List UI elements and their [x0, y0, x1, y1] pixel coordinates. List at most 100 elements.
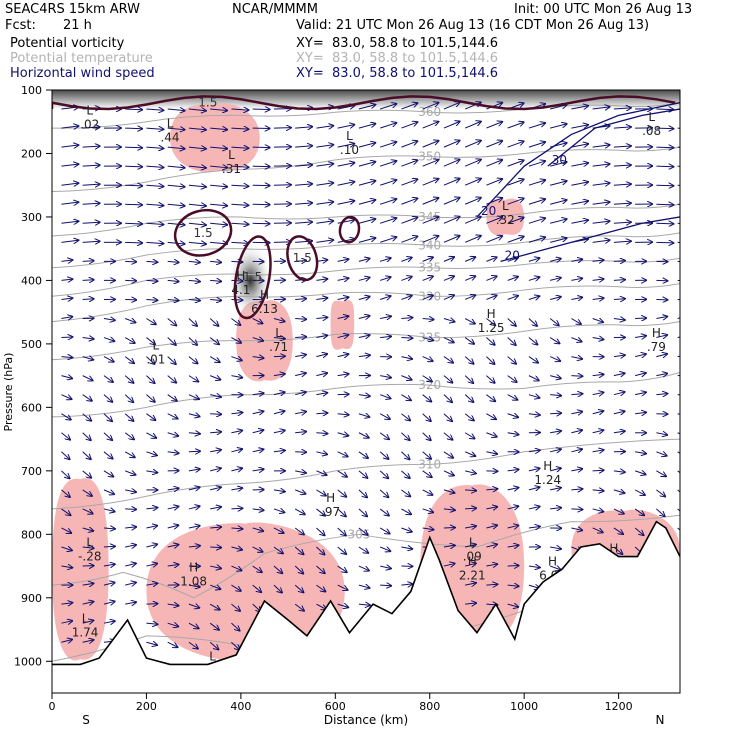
wind-vector [210, 128, 227, 130]
wind-vector [358, 508, 367, 516]
wind-vector [316, 164, 333, 166]
wind-vector [528, 356, 538, 363]
wind-vector [167, 623, 179, 626]
theta-contour-label: 360 [418, 105, 441, 119]
theta-contour-label: 335 [418, 261, 441, 275]
wind-vector [295, 412, 306, 414]
wind-vector [295, 127, 312, 128]
wind-vector [146, 299, 157, 300]
wind-vector [571, 201, 588, 204]
wind-vector [125, 185, 142, 186]
wind-vector [613, 261, 625, 262]
wind-vector [443, 141, 460, 148]
wind-vector [443, 356, 453, 363]
wind-vector [273, 450, 285, 451]
wind-vector [167, 166, 185, 168]
wind-vector [486, 160, 502, 167]
wind-vector [82, 241, 100, 242]
wind-vector [550, 200, 566, 205]
wind-vector [443, 217, 460, 224]
wind-vector [422, 394, 432, 402]
wind-vector [316, 565, 324, 573]
wind-vector [188, 147, 206, 149]
y-tick-label: 200 [21, 147, 42, 160]
wind-vector [103, 451, 113, 459]
wind-vector [401, 470, 409, 478]
wind-speed-contour [476, 102, 680, 218]
wind-vector [337, 335, 349, 338]
wind-vector [167, 525, 179, 528]
wind-vector [401, 179, 417, 186]
theta-contour-label: 325 [418, 331, 441, 345]
wind-vector [209, 603, 220, 610]
wind-vector [443, 470, 454, 476]
pv-contour-layer: 1.5 1.5 1.5 1.5 [52, 95, 676, 320]
wind-vector [465, 583, 476, 585]
wind-vector [61, 260, 72, 261]
wind-vector [295, 355, 306, 357]
wind-vector [82, 432, 91, 440]
theta-contour-label: 310 [418, 457, 441, 471]
wind-vector [550, 259, 561, 262]
wind-vector [507, 122, 524, 129]
wind-vector [82, 528, 94, 531]
wind-vector [146, 623, 157, 624]
wind-vector [61, 527, 71, 533]
wind-vector [613, 222, 631, 223]
wind-vector [507, 179, 524, 186]
wind-vector [316, 317, 327, 318]
wind-vector [231, 584, 240, 591]
wind-vector [443, 545, 455, 547]
wind-vector [401, 547, 412, 549]
plot-frame [51, 89, 681, 694]
wind-vector [656, 470, 666, 476]
wind-vector [316, 183, 333, 185]
theta-contour [52, 102, 680, 129]
wind-vector [358, 335, 370, 337]
wind-vector [613, 508, 624, 514]
terrain-fill [52, 521, 680, 693]
wind-vector [61, 279, 72, 280]
wind-vector [465, 471, 476, 474]
wind-vector [358, 143, 375, 148]
field-xy-wind: XY= 83.0, 58.8 to 101.5,144.6 [296, 66, 499, 81]
wind-vector [401, 508, 411, 514]
wind-vector [486, 584, 497, 585]
wind-vector [592, 392, 604, 394]
wind-vector [210, 299, 221, 300]
wind-vector [550, 278, 561, 281]
wind-vector [422, 319, 434, 320]
wind-vector [252, 469, 264, 471]
wind-vector [209, 585, 220, 589]
wind-vector [210, 566, 221, 568]
wind-vector [486, 356, 494, 364]
wind-vector [486, 318, 495, 326]
wind-vector [634, 489, 645, 495]
wind-vector [337, 433, 349, 436]
wind-vector [656, 489, 665, 497]
wind-vector [507, 585, 519, 586]
wind-vector [592, 107, 610, 109]
wind-vector [486, 489, 497, 490]
wind-vector [103, 432, 112, 440]
wind-vector [380, 218, 396, 224]
wind-vector [422, 338, 434, 341]
wind-vector [422, 470, 432, 477]
wind-vector [486, 198, 502, 205]
wind-vector [464, 217, 481, 224]
wind-vector [337, 584, 348, 590]
extremum-marker: H [543, 459, 552, 473]
wind-vector [358, 546, 368, 553]
wind-vector [592, 183, 610, 185]
wind-vector [103, 582, 115, 585]
wind-vector [188, 469, 200, 471]
wind-vector [507, 141, 524, 148]
wind-vector [379, 432, 389, 439]
wind-vector [188, 375, 198, 382]
wind-vector [380, 585, 391, 586]
wind-vector [61, 451, 69, 459]
wind-vector [486, 141, 502, 148]
wind-vector [337, 297, 349, 299]
x-tick-label: 400 [230, 700, 251, 713]
